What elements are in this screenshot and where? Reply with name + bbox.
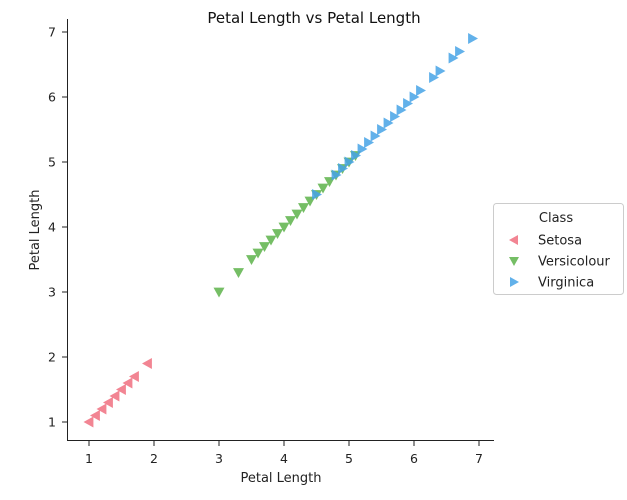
y-tick-label: 1	[48, 415, 56, 430]
data-point	[377, 124, 387, 135]
data-point	[416, 85, 426, 96]
chart-title: Petal Length vs Petal Length	[207, 9, 420, 27]
legend-marker	[510, 277, 519, 287]
data-point	[351, 150, 361, 161]
series-virginica	[312, 33, 478, 200]
data-point	[435, 65, 446, 77]
legend-item-virginica: Virginica	[510, 276, 594, 291]
data-point	[403, 98, 413, 109]
legend-label: Versicolour	[538, 255, 611, 270]
data-point	[129, 371, 139, 382]
plot-area	[83, 33, 478, 428]
y-tick-label: 4	[48, 220, 56, 235]
x-tick-label: 6	[410, 451, 418, 466]
data-point	[468, 33, 478, 44]
data-point	[390, 111, 400, 122]
data-point	[344, 156, 355, 168]
data-point	[213, 287, 225, 298]
data-point	[122, 377, 133, 389]
legend: Class Setosa Versicolour Virginica	[493, 203, 624, 295]
data-point	[83, 416, 94, 428]
data-point	[357, 143, 368, 155]
data-point	[291, 209, 303, 220]
legend-marker	[509, 257, 519, 266]
data-point	[103, 397, 113, 408]
data-point	[383, 117, 394, 129]
data-point	[259, 242, 270, 252]
data-point	[252, 248, 264, 259]
data-point	[455, 46, 465, 57]
data-point	[246, 255, 257, 265]
legend-label: Virginica	[538, 276, 594, 291]
data-point	[278, 222, 290, 233]
y-tick-label: 6	[48, 90, 56, 105]
data-point	[448, 52, 459, 64]
data-point	[409, 91, 420, 103]
data-point	[429, 72, 439, 83]
x-tick-label: 4	[280, 451, 288, 466]
y-tick-label: 3	[48, 285, 56, 300]
x-axis-label: Petal Length	[240, 471, 321, 486]
data-point	[272, 229, 283, 239]
data-point	[109, 390, 120, 402]
data-point	[298, 203, 309, 213]
data-point	[285, 216, 296, 226]
data-point	[90, 410, 100, 421]
y-axis-label: Petal Length	[28, 189, 43, 270]
data-point	[312, 189, 322, 200]
y-tick-label: 5	[48, 155, 56, 170]
legend-title: Class	[539, 211, 573, 226]
legend-frame	[493, 203, 624, 295]
legend-item-setosa: Setosa	[509, 234, 582, 249]
x-tick-label: 3	[215, 451, 223, 466]
legend-label: Setosa	[538, 234, 582, 249]
x-axis-ticks: 1 2 3 4 5 6 7	[85, 441, 483, 466]
y-tick-label: 2	[48, 350, 56, 365]
data-point	[96, 403, 107, 415]
data-point	[233, 268, 244, 278]
data-point	[317, 183, 329, 194]
x-tick-label: 1	[85, 451, 93, 466]
data-point	[396, 104, 407, 116]
legend-item-versicolour: Versicolour	[509, 255, 611, 270]
data-point	[370, 130, 381, 142]
x-tick-label: 7	[475, 451, 483, 466]
y-tick-label: 7	[48, 25, 56, 40]
data-point	[364, 137, 374, 148]
data-point	[116, 384, 126, 395]
data-point	[142, 358, 152, 369]
x-tick-label: 2	[150, 451, 158, 466]
data-point	[338, 163, 348, 174]
series-setosa	[83, 358, 152, 428]
data-point	[331, 169, 342, 181]
data-point	[265, 235, 277, 246]
y-axis-ticks: 1 2 3 4 5 6 7	[48, 25, 67, 430]
x-tick-label: 5	[345, 451, 353, 466]
legend-marker	[509, 235, 518, 245]
